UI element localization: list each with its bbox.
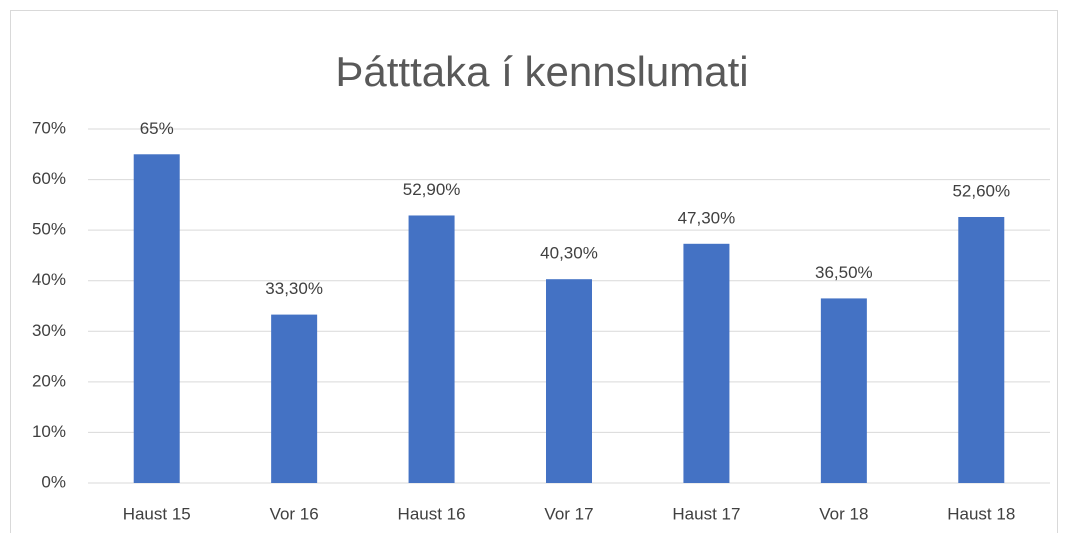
data-label: 52,60% [952,181,1010,200]
y-tick-label: 70% [32,118,66,137]
y-tick-label: 60% [32,169,66,188]
data-label: 33,30% [265,279,323,298]
chart-border [10,10,1058,533]
x-tick-label: Haust 16 [398,504,466,523]
x-tick-label: Haust 18 [947,504,1015,523]
x-tick-label: Vor 18 [819,504,868,523]
y-tick-label: 20% [32,371,66,390]
x-tick-label: Haust 15 [123,504,191,523]
bar [408,215,455,483]
bar [958,216,1005,483]
data-label: 52,90% [403,180,461,199]
bar [820,298,867,483]
y-tick-label: 50% [32,220,66,239]
y-tick-label: 10% [32,422,66,441]
data-label: 65% [140,119,174,138]
x-tick-label: Vor 17 [544,504,593,523]
chart-title: Þátttaka í kennslumati [335,48,748,95]
y-tick-label: 30% [32,321,66,340]
data-label: 36,50% [815,263,873,282]
x-tick-label: Haust 17 [672,504,740,523]
bar [133,154,180,484]
bar [271,314,318,483]
y-tick-label: 0% [41,472,66,491]
bar [546,279,592,483]
data-label: 47,30% [678,208,736,227]
data-label: 40,30% [540,244,598,263]
y-tick-label: 40% [32,270,66,289]
bar [683,243,730,483]
x-tick-label: Vor 16 [270,504,319,523]
